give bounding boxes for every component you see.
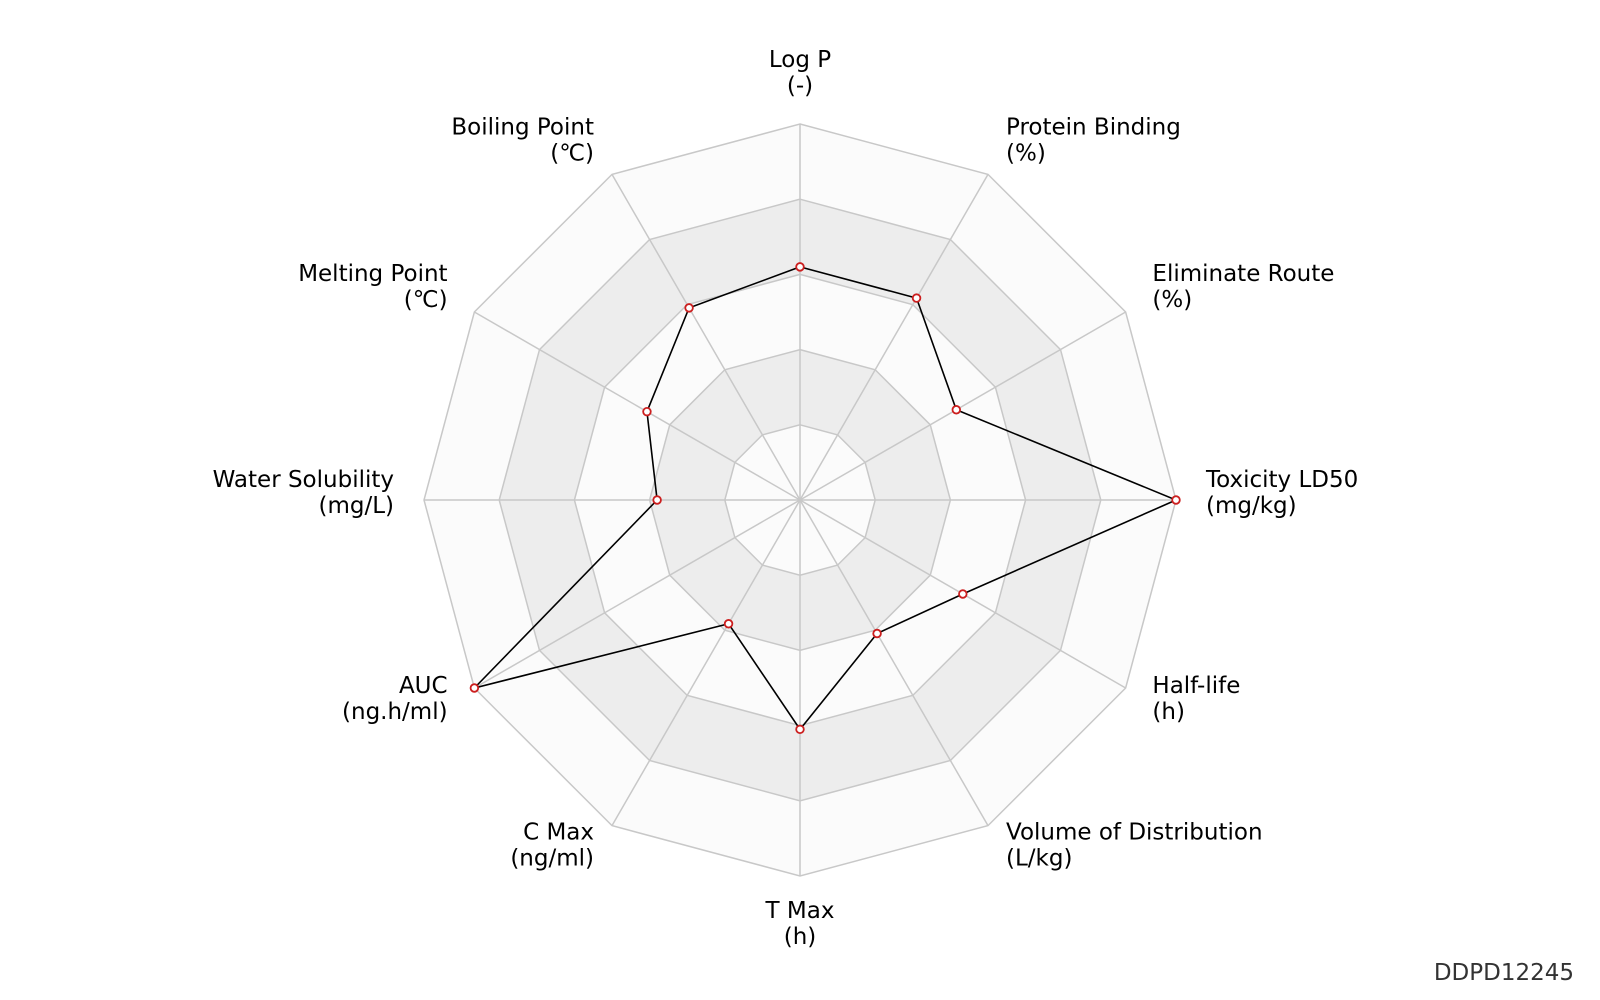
axis-label-name: Eliminate Route <box>1152 261 1334 287</box>
grid-spoke <box>799 499 989 827</box>
data-point <box>795 262 805 272</box>
axis-label-unit: (h) <box>1152 699 1185 725</box>
axis-label: Volume of Distribution(L/kg) <box>1006 819 1263 871</box>
chart-id-label: DDPD12245 <box>1433 960 1574 986</box>
axis-label-name: Half-life <box>1152 673 1240 699</box>
axis-label-unit: (%) <box>1006 141 1046 167</box>
data-point <box>642 406 652 417</box>
axis-label-unit: (h) <box>784 924 817 950</box>
axis-label: Eliminate Route(%) <box>1152 261 1334 313</box>
grid-spoke <box>473 499 801 689</box>
axis-label: T Max(h) <box>765 898 835 950</box>
grid-spoke <box>799 311 1127 501</box>
data-point <box>958 589 968 599</box>
axis-label: Protein Binding(%) <box>1006 115 1181 167</box>
axis-label: AUC(ng.h/ml) <box>342 673 448 725</box>
axis-label-unit: (-) <box>787 73 813 99</box>
data-point <box>469 683 480 693</box>
axis-label: Half-life(h) <box>1152 673 1240 725</box>
axis-label-name: Melting Point <box>298 261 447 287</box>
grid-spoke <box>611 173 801 501</box>
axis-label-unit: (℃) <box>404 287 448 313</box>
data-point <box>951 405 961 415</box>
data-point <box>872 628 882 639</box>
grid-spoke <box>611 499 801 827</box>
grid-spoke <box>799 173 989 501</box>
data-point <box>723 619 734 629</box>
axis-label-name: T Max <box>765 898 835 924</box>
axis-label-name: Log P <box>769 47 831 73</box>
axis-label-name: Toxicity LD50 <box>1205 467 1358 493</box>
radar-spokes <box>424 124 1176 876</box>
data-point <box>684 303 694 313</box>
axis-label: Water Solubility(mg/L) <box>213 467 394 519</box>
data-point <box>652 495 662 505</box>
axis-label: C Max(ng/ml) <box>510 819 594 871</box>
axis-label-name: Volume of Distribution <box>1006 819 1263 845</box>
axis-label-name: Protein Binding <box>1006 115 1181 141</box>
axis-label-unit: (mg/L) <box>318 493 394 519</box>
axis-label: Log P(-) <box>769 47 831 99</box>
data-point <box>1171 495 1181 505</box>
axis-label-name: AUC <box>399 673 448 699</box>
radar-axis-labels: Log P(-)Protein Binding(%)Eliminate Rout… <box>213 47 1359 950</box>
axis-label-name: Water Solubility <box>213 467 394 493</box>
data-point <box>911 293 922 303</box>
data-point <box>795 724 805 735</box>
axis-label: Toxicity LD50(mg/kg) <box>1205 467 1358 519</box>
axis-label-name: Boiling Point <box>451 115 594 141</box>
axis-label-unit: (℃) <box>550 141 594 167</box>
axis-label-unit: (L/kg) <box>1006 845 1072 871</box>
axis-label-name: C Max <box>523 819 594 845</box>
grid-spoke <box>473 311 801 501</box>
axis-label: Boiling Point(℃) <box>451 115 594 167</box>
axis-label: Melting Point(℃) <box>298 261 447 313</box>
radar-markers <box>469 262 1181 735</box>
axis-label-unit: (mg/kg) <box>1206 493 1297 519</box>
axis-label-unit: (ng/ml) <box>510 845 594 871</box>
axis-label-unit: (%) <box>1152 287 1192 313</box>
axis-label-unit: (ng.h/ml) <box>342 699 448 725</box>
